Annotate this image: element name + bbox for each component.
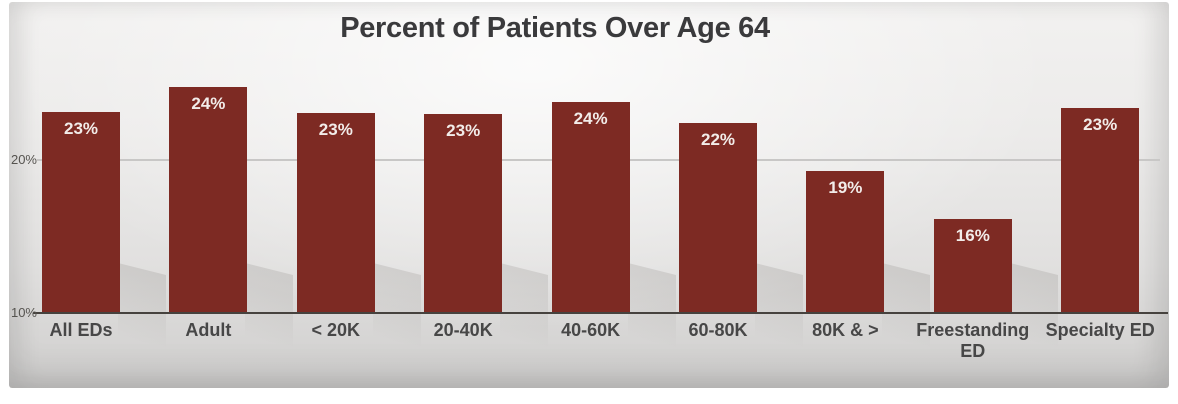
bar-specialty-ed: 23% [1061,108,1140,313]
bar-40-60k: 24% [551,102,630,313]
y-axis-tick-10: 10% [10,305,37,320]
x-axis-label-freestanding-ed: Freestanding ED [916,320,1030,361]
bar-value-label-freestanding-ed: 16% [955,226,990,245]
chart-frame: Percent of Patients Over Age 64 20% 10% … [9,2,1169,388]
bar-value-label-20k: 23% [318,120,353,139]
x-axis-label-40-60k: 40-60K [561,320,621,340]
bar-value-label-40-60k: 24% [573,109,608,128]
plot-area: 20% 10% 23% 24% 23% 23% 24% 22% 19% 16% 23% All … [9,2,1169,388]
bar-value-label-specialty-ed: 23% [1083,115,1118,134]
bar-value-label-60-80k: 22% [700,130,736,149]
chart-title: Percent of Patients Over Age 64 [340,12,770,44]
bar-freestanding-ed: 16% [933,219,1012,313]
x-axis-label-specialty-ed: Specialty ED [1045,320,1155,340]
bar-value-label-adult: 24% [191,94,226,113]
bar-value-label-20-40k: 23% [446,121,481,140]
x-axis-label-60-80k: 60-80K [688,320,748,340]
bar-all-eds: 23% [42,112,120,313]
bar-20-40k: 23% [424,114,503,313]
x-axis-label-all-eds: All EDs [49,320,113,340]
bar-adult: 24% [169,87,248,313]
bar-value-label-80k: 19% [828,178,863,197]
bar-value-label-all-eds: 23% [63,119,99,138]
bar-80k: 19% [806,171,885,313]
x-axis-label-adult: Adult [185,320,232,340]
bar-60-80k: 22% [679,123,757,313]
x-axis-label-20k: < 20K [311,320,361,340]
x-axis-line [33,312,1168,314]
x-axis-label-20-40k: 20-40K [433,320,493,340]
x-axis-label-80k: 80K & > [812,320,879,340]
bar-20k: 23% [296,113,375,313]
y-axis-tick-20: 20% [10,152,37,167]
